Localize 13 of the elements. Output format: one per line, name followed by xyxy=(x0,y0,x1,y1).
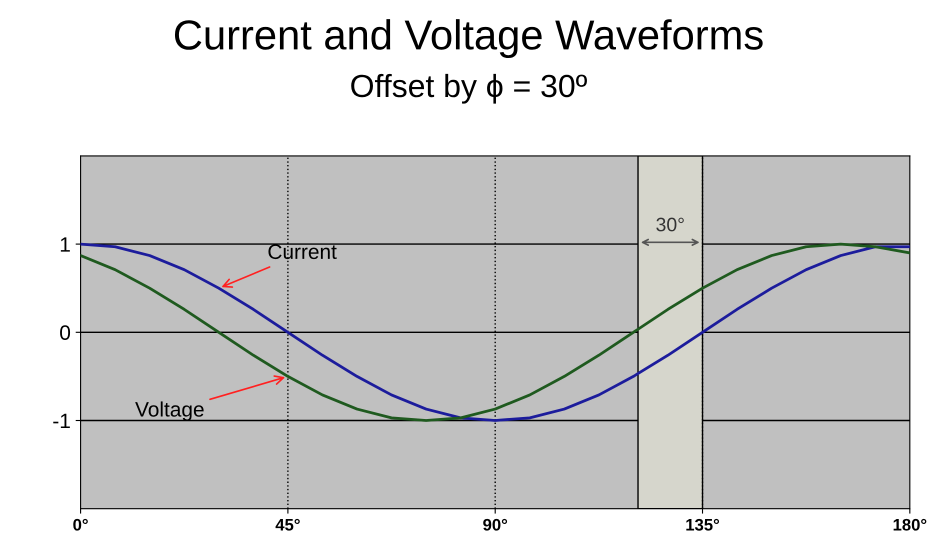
annotation: Voltage xyxy=(135,401,204,421)
band-label: 30° xyxy=(656,218,684,232)
x-tick-label: 180° xyxy=(894,518,926,531)
x-tick-label: 135° xyxy=(686,518,720,531)
y-tick-label: -1 xyxy=(53,414,70,428)
x-tick-label: 0° xyxy=(73,518,88,531)
annotation: Current xyxy=(268,244,337,260)
x-tick-label: 45° xyxy=(276,518,300,531)
chart-subtitle: Offset by ϕ = 30º xyxy=(351,74,587,104)
chart-title: Current and Voltage Waveforms xyxy=(174,19,763,58)
y-tick-label: 1 xyxy=(60,237,70,252)
y-tick-label: 0 xyxy=(60,325,70,340)
x-tick-label: 90° xyxy=(483,518,508,531)
